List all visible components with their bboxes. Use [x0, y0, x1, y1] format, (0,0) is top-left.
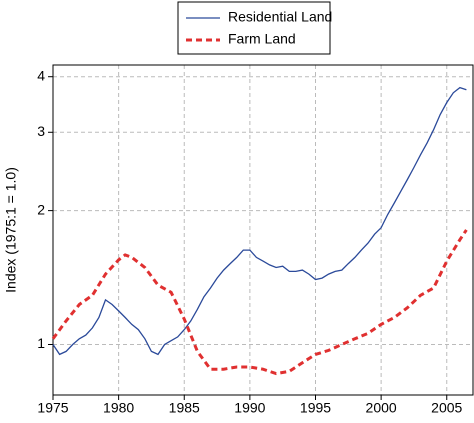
- plot-frame: [52, 64, 474, 396]
- y-tick-label: 1: [37, 335, 45, 351]
- x-tick-label: 2005: [431, 400, 462, 416]
- y-tick-label: 2: [37, 201, 45, 217]
- x-tick-label: 2000: [366, 400, 397, 416]
- legend-label: Residential Land: [228, 9, 332, 25]
- x-tick-label: 1975: [37, 400, 68, 416]
- series-line: [52, 86, 467, 356]
- legend-box: [177, 1, 331, 55]
- y-axis-label: Index (1975:1 = 1.0): [3, 167, 19, 293]
- x-tick-label: 1995: [300, 400, 331, 416]
- x-tick-label: 1980: [103, 400, 134, 416]
- y-tick-label: 4: [37, 67, 45, 83]
- series-line: [51, 229, 468, 376]
- x-tick-label: 1985: [169, 400, 200, 416]
- x-tick-label: 1990: [234, 400, 265, 416]
- y-tick-label: 3: [37, 123, 45, 139]
- legend-label: Farm Land: [228, 31, 296, 47]
